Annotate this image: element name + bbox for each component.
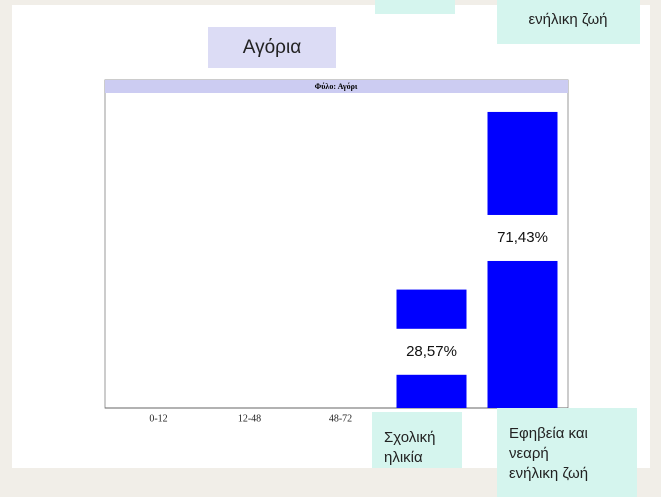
value-label-box (389, 328, 476, 375)
top-label-box (375, 0, 455, 14)
heading: Αγόρια (243, 37, 301, 58)
annotation-box (497, 408, 637, 497)
annotation-box (372, 412, 462, 468)
value-label-box (480, 214, 567, 261)
value-label: 71,43% (497, 229, 548, 246)
annotation-text: νεαρή (509, 445, 549, 462)
x-tick-label: 12-48 (238, 413, 261, 424)
top-label-text: ενήλικη ζωή (528, 11, 607, 28)
annotation-text: Σχολική (384, 429, 435, 446)
chart-title: Φύλο: Αγόρι (315, 82, 358, 91)
chart-header (105, 80, 568, 93)
x-tick-label: 48-72 (329, 413, 352, 424)
annotation-text: Εφηβεία και (509, 425, 588, 442)
value-label: 28,57% (406, 343, 457, 360)
x-tick-label: 0-12 (149, 413, 167, 424)
heading-box (208, 27, 336, 68)
top-label-box (497, 0, 640, 44)
annotation-text: ηλικία (384, 449, 423, 466)
annotation-text: ενήλικη ζωή (509, 465, 588, 482)
